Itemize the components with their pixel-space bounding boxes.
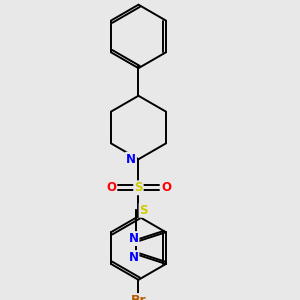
Text: S: S — [134, 181, 143, 194]
Text: O: O — [161, 181, 171, 194]
Text: O: O — [106, 181, 116, 194]
Text: N: N — [128, 232, 139, 245]
Text: S: S — [140, 204, 148, 217]
Text: N: N — [126, 153, 136, 166]
Text: N: N — [128, 251, 139, 264]
Text: Br: Br — [130, 294, 146, 300]
